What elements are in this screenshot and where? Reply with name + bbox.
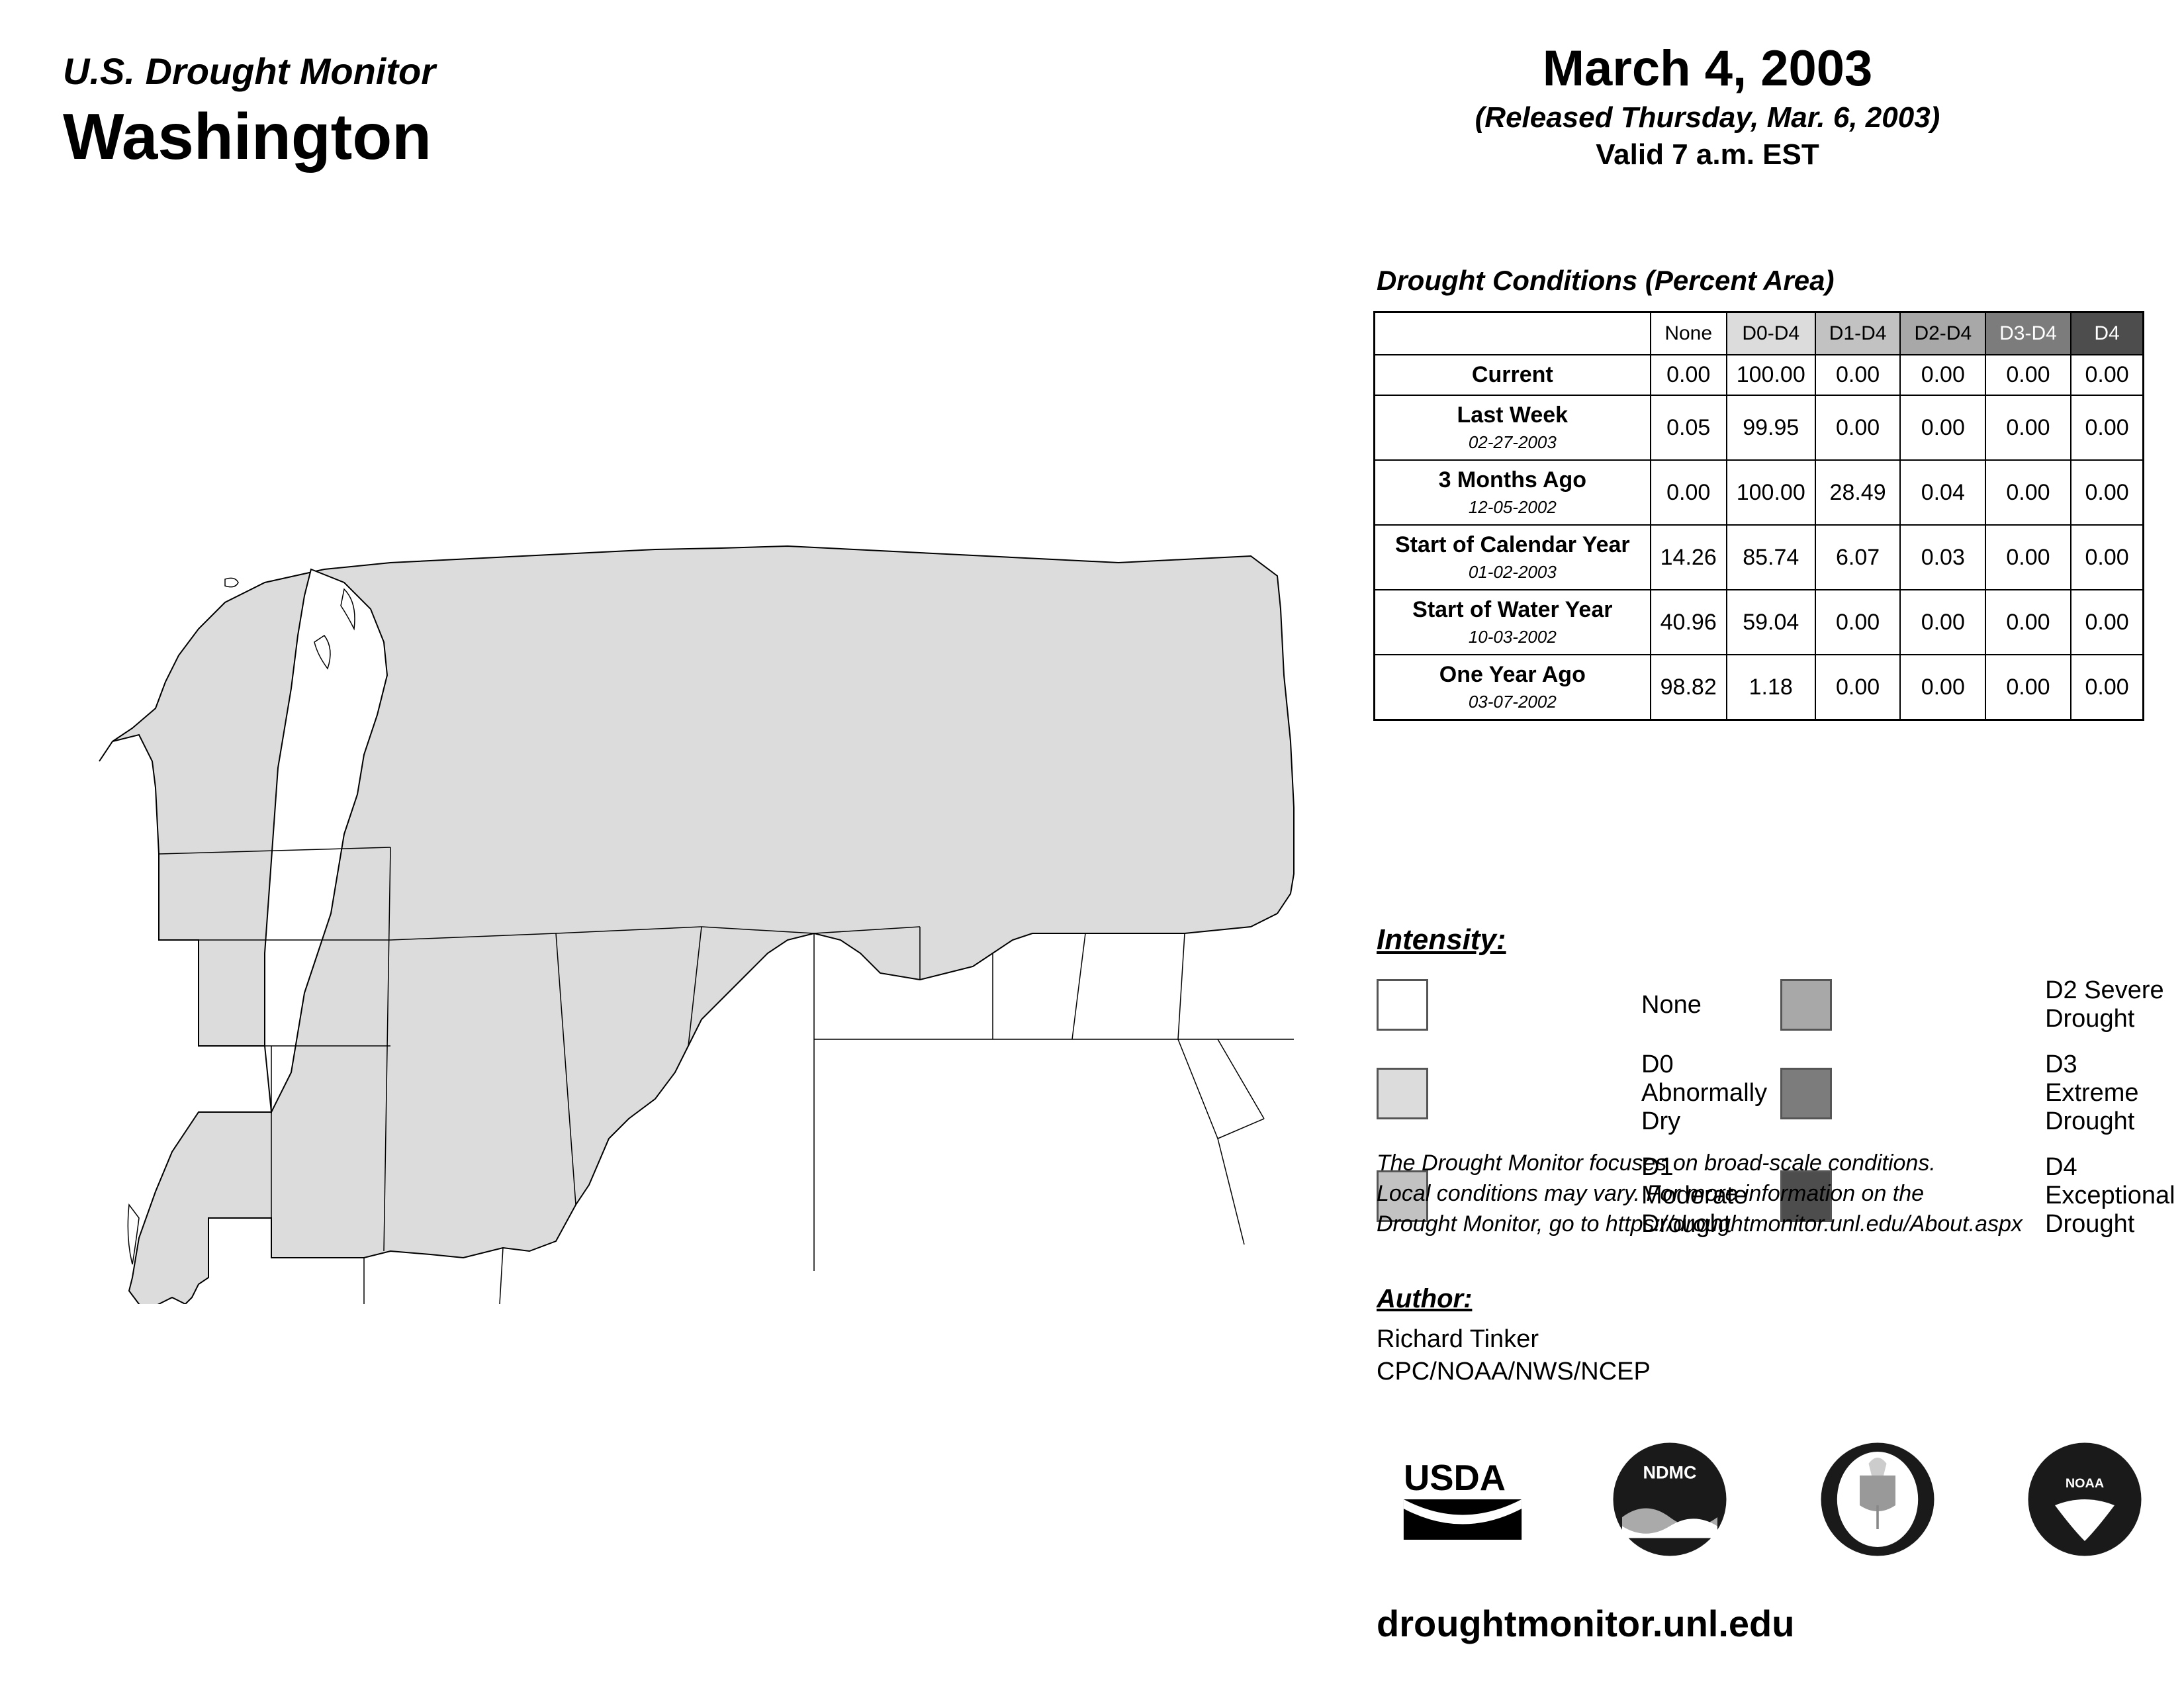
legend-swatch-d3: [1780, 1068, 1832, 1119]
cell-3mo-d4: 0.00: [2071, 460, 2144, 525]
col-header-none: None: [1651, 312, 1727, 355]
disclaimer-text: The Drought Monitor focuses on broad-sca…: [1377, 1149, 2184, 1240]
table-row-lastweek: Last Week 02-27-2003 0.05 99.95 0.00 0.0…: [1375, 395, 2144, 460]
cell-current-d4: 0.00: [2071, 355, 2144, 395]
row-label-oneyearago: One Year Ago 03-07-2002: [1375, 655, 1651, 720]
noaa-logo: NOAA: [1999, 1433, 2171, 1566]
report-date: March 4, 2003: [1327, 40, 2088, 97]
cell-3mo-d2d4: 0.04: [1900, 460, 1985, 525]
col-header-d3d4: D3-D4: [1985, 312, 2071, 355]
cell-cal-none: 14.26: [1651, 525, 1727, 590]
author-title-label: Author:: [1377, 1284, 1651, 1314]
cell-current-d0d4: 100.00: [1727, 355, 1815, 395]
table-row-current: Current 0.00 100.00 0.00 0.00 0.00 0.00: [1375, 355, 2144, 395]
legend-swatch-d0: [1377, 1068, 1428, 1119]
legend-label-d3: D3 Extreme Drought: [2045, 1051, 2175, 1136]
table-corner-cell: [1375, 312, 1651, 355]
legend-label-none: None: [1641, 991, 1767, 1019]
cell-year-d2d4: 0.00: [1900, 655, 1985, 720]
svg-text:NDMC: NDMC: [1643, 1463, 1697, 1483]
author-block: Author: Richard Tinker CPC/NOAA/NWS/NCEP: [1377, 1284, 1651, 1389]
cell-lastweek-d0d4: 99.95: [1727, 395, 1815, 460]
cell-year-d3d4: 0.00: [1985, 655, 2071, 720]
cell-cal-d3d4: 0.00: [1985, 525, 2071, 590]
cell-cal-d4: 0.00: [2071, 525, 2144, 590]
washington-state-map: [93, 543, 1297, 1304]
report-released-date: (Released Thursday, Mar. 6, 2003): [1327, 101, 2088, 134]
cell-cal-d0d4: 85.74: [1727, 525, 1815, 590]
cell-year-d4: 0.00: [2071, 655, 2144, 720]
cell-water-d1d4: 0.00: [1815, 590, 1901, 655]
legend-swatch-none: [1377, 979, 1428, 1031]
row-label-startcalyear: Start of Calendar Year 01-02-2003: [1375, 525, 1651, 590]
cell-3mo-d0d4: 100.00: [1727, 460, 1815, 525]
cell-water-d4: 0.00: [2071, 590, 2144, 655]
ndmc-logo: NDMC: [1584, 1433, 1756, 1566]
cell-current-d3d4: 0.00: [1985, 355, 2071, 395]
row-label-lastweek: Last Week 02-27-2003: [1375, 395, 1651, 460]
cell-lastweek-d3d4: 0.00: [1985, 395, 2071, 460]
report-valid-time: Valid 7 a.m. EST: [1327, 138, 2088, 171]
cell-lastweek-d2d4: 0.00: [1900, 395, 1985, 460]
row-label-3monthsago: 3 Months Ago 12-05-2002: [1375, 460, 1651, 525]
table-row-oneyearago: One Year Ago 03-07-2002 98.82 1.18 0.00 …: [1375, 655, 2144, 720]
cell-year-d0d4: 1.18: [1727, 655, 1815, 720]
cell-water-d3d4: 0.00: [1985, 590, 2071, 655]
cell-water-d0d4: 59.04: [1727, 590, 1815, 655]
row-label-startwateryear: Start of Water Year 10-03-2002: [1375, 590, 1651, 655]
svg-text:USDA: USDA: [1404, 1458, 1506, 1498]
cell-3mo-d3d4: 0.00: [1985, 460, 2071, 525]
offshore-island-marker: [225, 578, 238, 586]
author-org: CPC/NOAA/NWS/NCEP: [1377, 1356, 1651, 1388]
svg-text:NOAA: NOAA: [2066, 1476, 2104, 1491]
drought-data-table: None D0-D4 D1-D4 D2-D4 D3-D4 D4 Current …: [1373, 311, 2144, 721]
footer-url: droughtmonitor.unl.edu: [1377, 1602, 1794, 1645]
legend-label-d0: D0 Abnormally Dry: [1641, 1051, 1767, 1136]
col-header-d0d4: D0-D4: [1727, 312, 1815, 355]
cell-year-none: 98.82: [1651, 655, 1727, 720]
legend-swatch-d2: [1780, 979, 1832, 1031]
cell-cal-d1d4: 6.07: [1815, 525, 1901, 590]
cell-cal-d2d4: 0.03: [1900, 525, 1985, 590]
col-header-d2d4: D2-D4: [1900, 312, 1985, 355]
cell-year-d1d4: 0.00: [1815, 655, 1901, 720]
cell-current-d2d4: 0.00: [1900, 355, 1985, 395]
page-subtitle: U.S. Drought Monitor: [63, 50, 890, 93]
intensity-legend-title: Intensity:: [1377, 923, 2138, 957]
table-row-3monthsago: 3 Months Ago 12-05-2002 0.00 100.00 28.4…: [1375, 460, 2144, 525]
cell-current-none: 0.00: [1651, 355, 1727, 395]
table-row-startcalyear: Start of Calendar Year 01-02-2003 14.26 …: [1375, 525, 2144, 590]
cell-lastweek-d1d4: 0.00: [1815, 395, 1901, 460]
logo-strip: USDA NDMC NOAA: [1377, 1423, 2171, 1575]
header-left-block: U.S. Drought Monitor Washington: [63, 50, 890, 174]
author-name: Richard Tinker: [1377, 1323, 1651, 1356]
cell-3mo-d1d4: 28.49: [1815, 460, 1901, 525]
table-caption: Drought Conditions (Percent Area): [1377, 265, 1834, 297]
table-row-startwateryear: Start of Water Year 10-03-2002 40.96 59.…: [1375, 590, 2144, 655]
commerce-logo: [1792, 1433, 1964, 1566]
cell-lastweek-d4: 0.00: [2071, 395, 2144, 460]
header-right-block: March 4, 2003 (Released Thursday, Mar. 6…: [1327, 40, 2088, 171]
col-header-d4: D4: [2071, 312, 2144, 355]
cell-current-d1d4: 0.00: [1815, 355, 1901, 395]
cell-water-none: 40.96: [1651, 590, 1727, 655]
legend-label-d2: D2 Severe Drought: [2045, 976, 2175, 1033]
cell-water-d2d4: 0.00: [1900, 590, 1985, 655]
usda-logo: USDA: [1377, 1433, 1549, 1566]
cell-lastweek-none: 0.05: [1651, 395, 1727, 460]
cell-3mo-none: 0.00: [1651, 460, 1727, 525]
page-title: Washington: [63, 99, 890, 174]
col-header-d1d4: D1-D4: [1815, 312, 1901, 355]
row-label-current: Current: [1375, 355, 1651, 395]
